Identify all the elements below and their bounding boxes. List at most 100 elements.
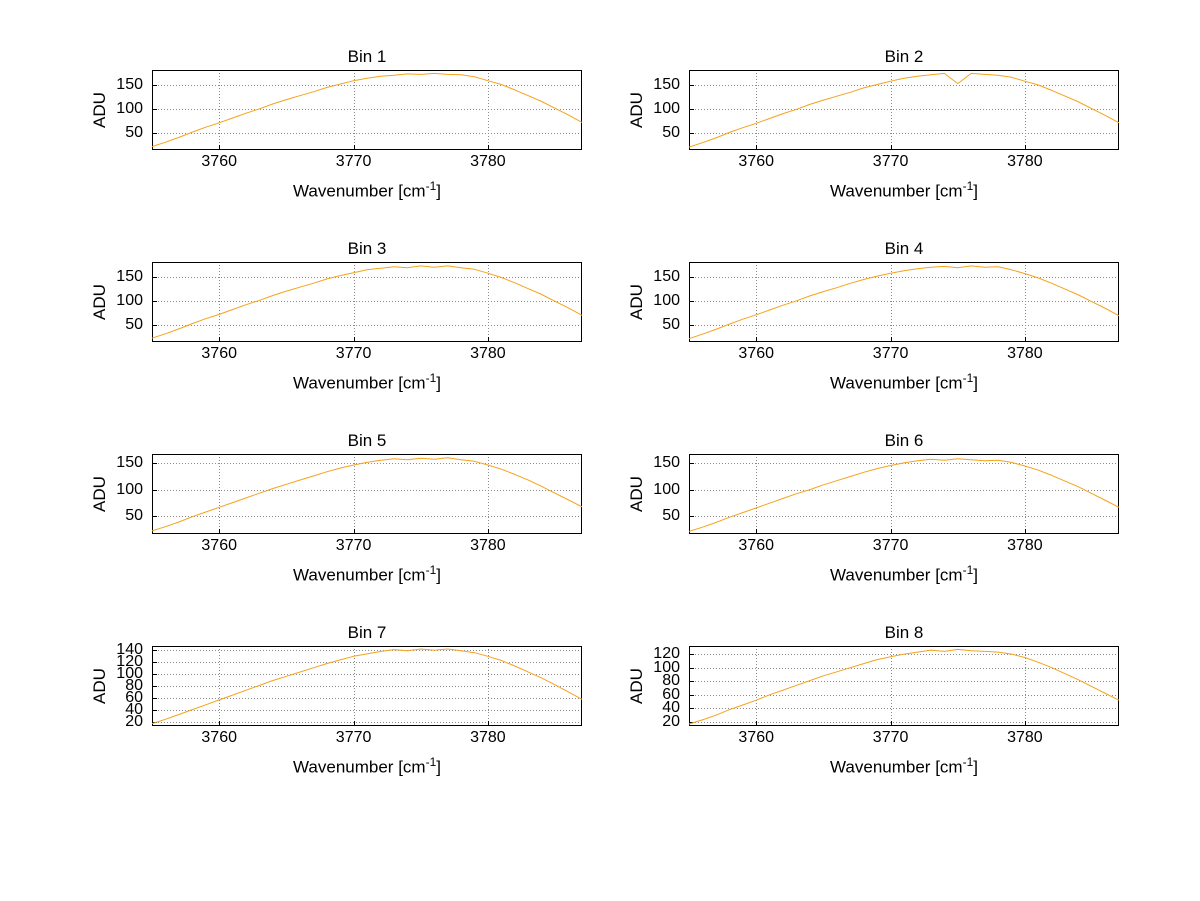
y-axis-label: ADU [627,92,646,128]
y-tick-label: 150 [653,267,680,285]
subplot-bin-8: Bin 8 ADU 20 40 60 80 100 120 3760 3770 3780 Wavenu… [627,622,1119,780]
y-axis-label: ADU [90,284,109,320]
x-tick-label: 3780 [1007,153,1043,170]
y-tick-label: 100 [653,658,680,676]
x-tick-label: 3760 [201,345,237,362]
subplot-grid: Bin 1 ADU 50 100 150 3760 3770 3780 Wavenumber [… [90,46,1119,780]
spectrum-curve [689,648,1119,725]
y-tick-label: 80 [125,677,143,694]
plot-area [689,262,1119,342]
y-tick-label: 50 [125,316,143,333]
x-axis-label-exponent: -1 [425,563,437,577]
spectrum-curve [689,72,1119,148]
y-tick-label: 40 [662,699,680,717]
x-tick-labels: 3760 3770 3780 [90,150,582,174]
y-tick-labels: 50 100 150 [112,454,148,534]
x-tick-labels: 3760 3770 3780 [90,534,582,558]
y-tick-label: 100 [116,99,143,117]
subplot-title: Bin 1 [347,47,387,66]
x-tick-label: 3770 [872,729,909,746]
x-axis-label: Wavenumber [cm-1] [830,179,978,201]
y-tick-label: 150 [116,75,143,93]
x-tick-label: 3770 [335,537,372,554]
y-axis-label: ADU [90,476,109,512]
x-tick-label: 3780 [470,153,506,170]
spectrum-curve [152,648,582,725]
spectrum-curve [689,265,1119,340]
x-tick-label: 3760 [738,345,774,362]
spectrum-curve [689,458,1119,532]
x-tick-label: 3780 [470,537,506,554]
x-axis-label-exponent: -1 [962,179,974,193]
plot-area [689,70,1119,150]
subplot-bin-2: Bin 2 ADU 50 100 150 3760 3770 3780 Wavenumber [… [627,46,1119,204]
x-tick-label: 3780 [470,729,506,746]
x-axis-label-exponent: -1 [425,179,437,193]
subplot-title: Bin 3 [347,239,387,258]
y-axis-label: ADU [627,668,646,704]
y-tick-label: 50 [125,124,143,141]
y-tick-labels: 20 40 60 80 100 120 140 [112,641,148,730]
subplot-bin-4: Bin 4 ADU 50 100 150 3760 3770 3780 Wavenumber [… [627,238,1119,396]
subplot-bin-7: Bin 7 ADU 20 40 60 80 100 120 140 3760 3770 3780 Wav… [90,622,582,780]
plot-area [152,646,582,726]
plot-area [689,646,1119,726]
y-tick-label: 40 [125,701,143,719]
y-tick-label: 50 [662,124,680,141]
x-tick-label: 3770 [335,345,372,362]
subplot-bin-6: Bin 6 ADU 50 100 150 3760 3770 3780 Wavenumber [… [627,430,1119,588]
spectrum-curve [152,72,582,148]
x-tick-label: 3760 [201,153,237,170]
x-axis-label-exponent: -1 [425,371,437,385]
y-tick-labels: 20 40 60 80 100 120 [649,645,685,730]
x-tick-label: 3770 [335,729,372,746]
y-tick-label: 140 [116,640,143,658]
y-tick-labels: 50 100 150 [112,262,148,342]
y-tick-label: 100 [653,99,680,117]
y-tick-label: 120 [653,645,680,663]
subplot-title: Bin 7 [347,623,387,642]
y-tick-label: 60 [662,685,680,703]
subplot-bin-3: Bin 3 ADU 50 100 150 3760 3770 3780 Wavenumber [… [90,238,582,396]
x-tick-label: 3780 [1007,537,1043,554]
plot-area [152,262,582,342]
spectrum-curve [152,265,582,339]
x-axis-label: Wavenumber [cm-1] [830,563,978,585]
x-tick-label: 3760 [738,729,774,746]
x-axis-label-exponent: -1 [962,371,974,385]
y-tick-label: 60 [125,689,143,707]
subplot-title: Bin 8 [884,623,924,642]
y-tick-label: 150 [116,267,143,285]
x-axis-label: Wavenumber [cm-1] [293,563,441,585]
y-tick-labels: 50 100 150 [649,262,685,342]
y-axis-label: ADU [627,476,646,512]
x-axis-label: Wavenumber [cm-1] [830,371,978,393]
y-tick-label: 150 [116,454,143,472]
x-axis-label-exponent: -1 [962,563,974,577]
y-tick-label: 150 [653,454,680,472]
x-tick-label: 3760 [738,153,774,170]
x-tick-labels: 3760 3770 3780 [627,342,1119,366]
y-tick-label: 80 [662,672,680,690]
y-tick-label: 50 [662,316,680,333]
x-axis-label: Wavenumber [cm-1] [293,179,441,201]
x-tick-label: 3770 [335,153,372,170]
x-axis-label-exponent: -1 [962,755,974,769]
plot-area [152,454,582,534]
y-tick-label: 50 [662,506,680,524]
subplot-bin-5: Bin 5 ADU 50 100 150 3760 3770 3780 Wavenumber [… [90,430,582,588]
y-tick-label: 20 [662,712,680,730]
y-tick-label: 150 [653,75,680,93]
spectrum-curve [152,457,582,532]
x-tick-label: 3780 [1007,345,1043,362]
y-axis-label: ADU [627,284,646,320]
x-tick-label: 3760 [201,537,237,554]
y-tick-label: 120 [116,652,143,670]
y-tick-label: 100 [116,480,143,498]
y-tick-label: 100 [116,291,143,309]
y-tick-label: 100 [653,480,680,498]
x-tick-labels: 3760 3770 3780 [627,534,1119,558]
y-tick-label: 100 [116,664,143,682]
y-tick-labels: 50 100 150 [649,454,685,534]
